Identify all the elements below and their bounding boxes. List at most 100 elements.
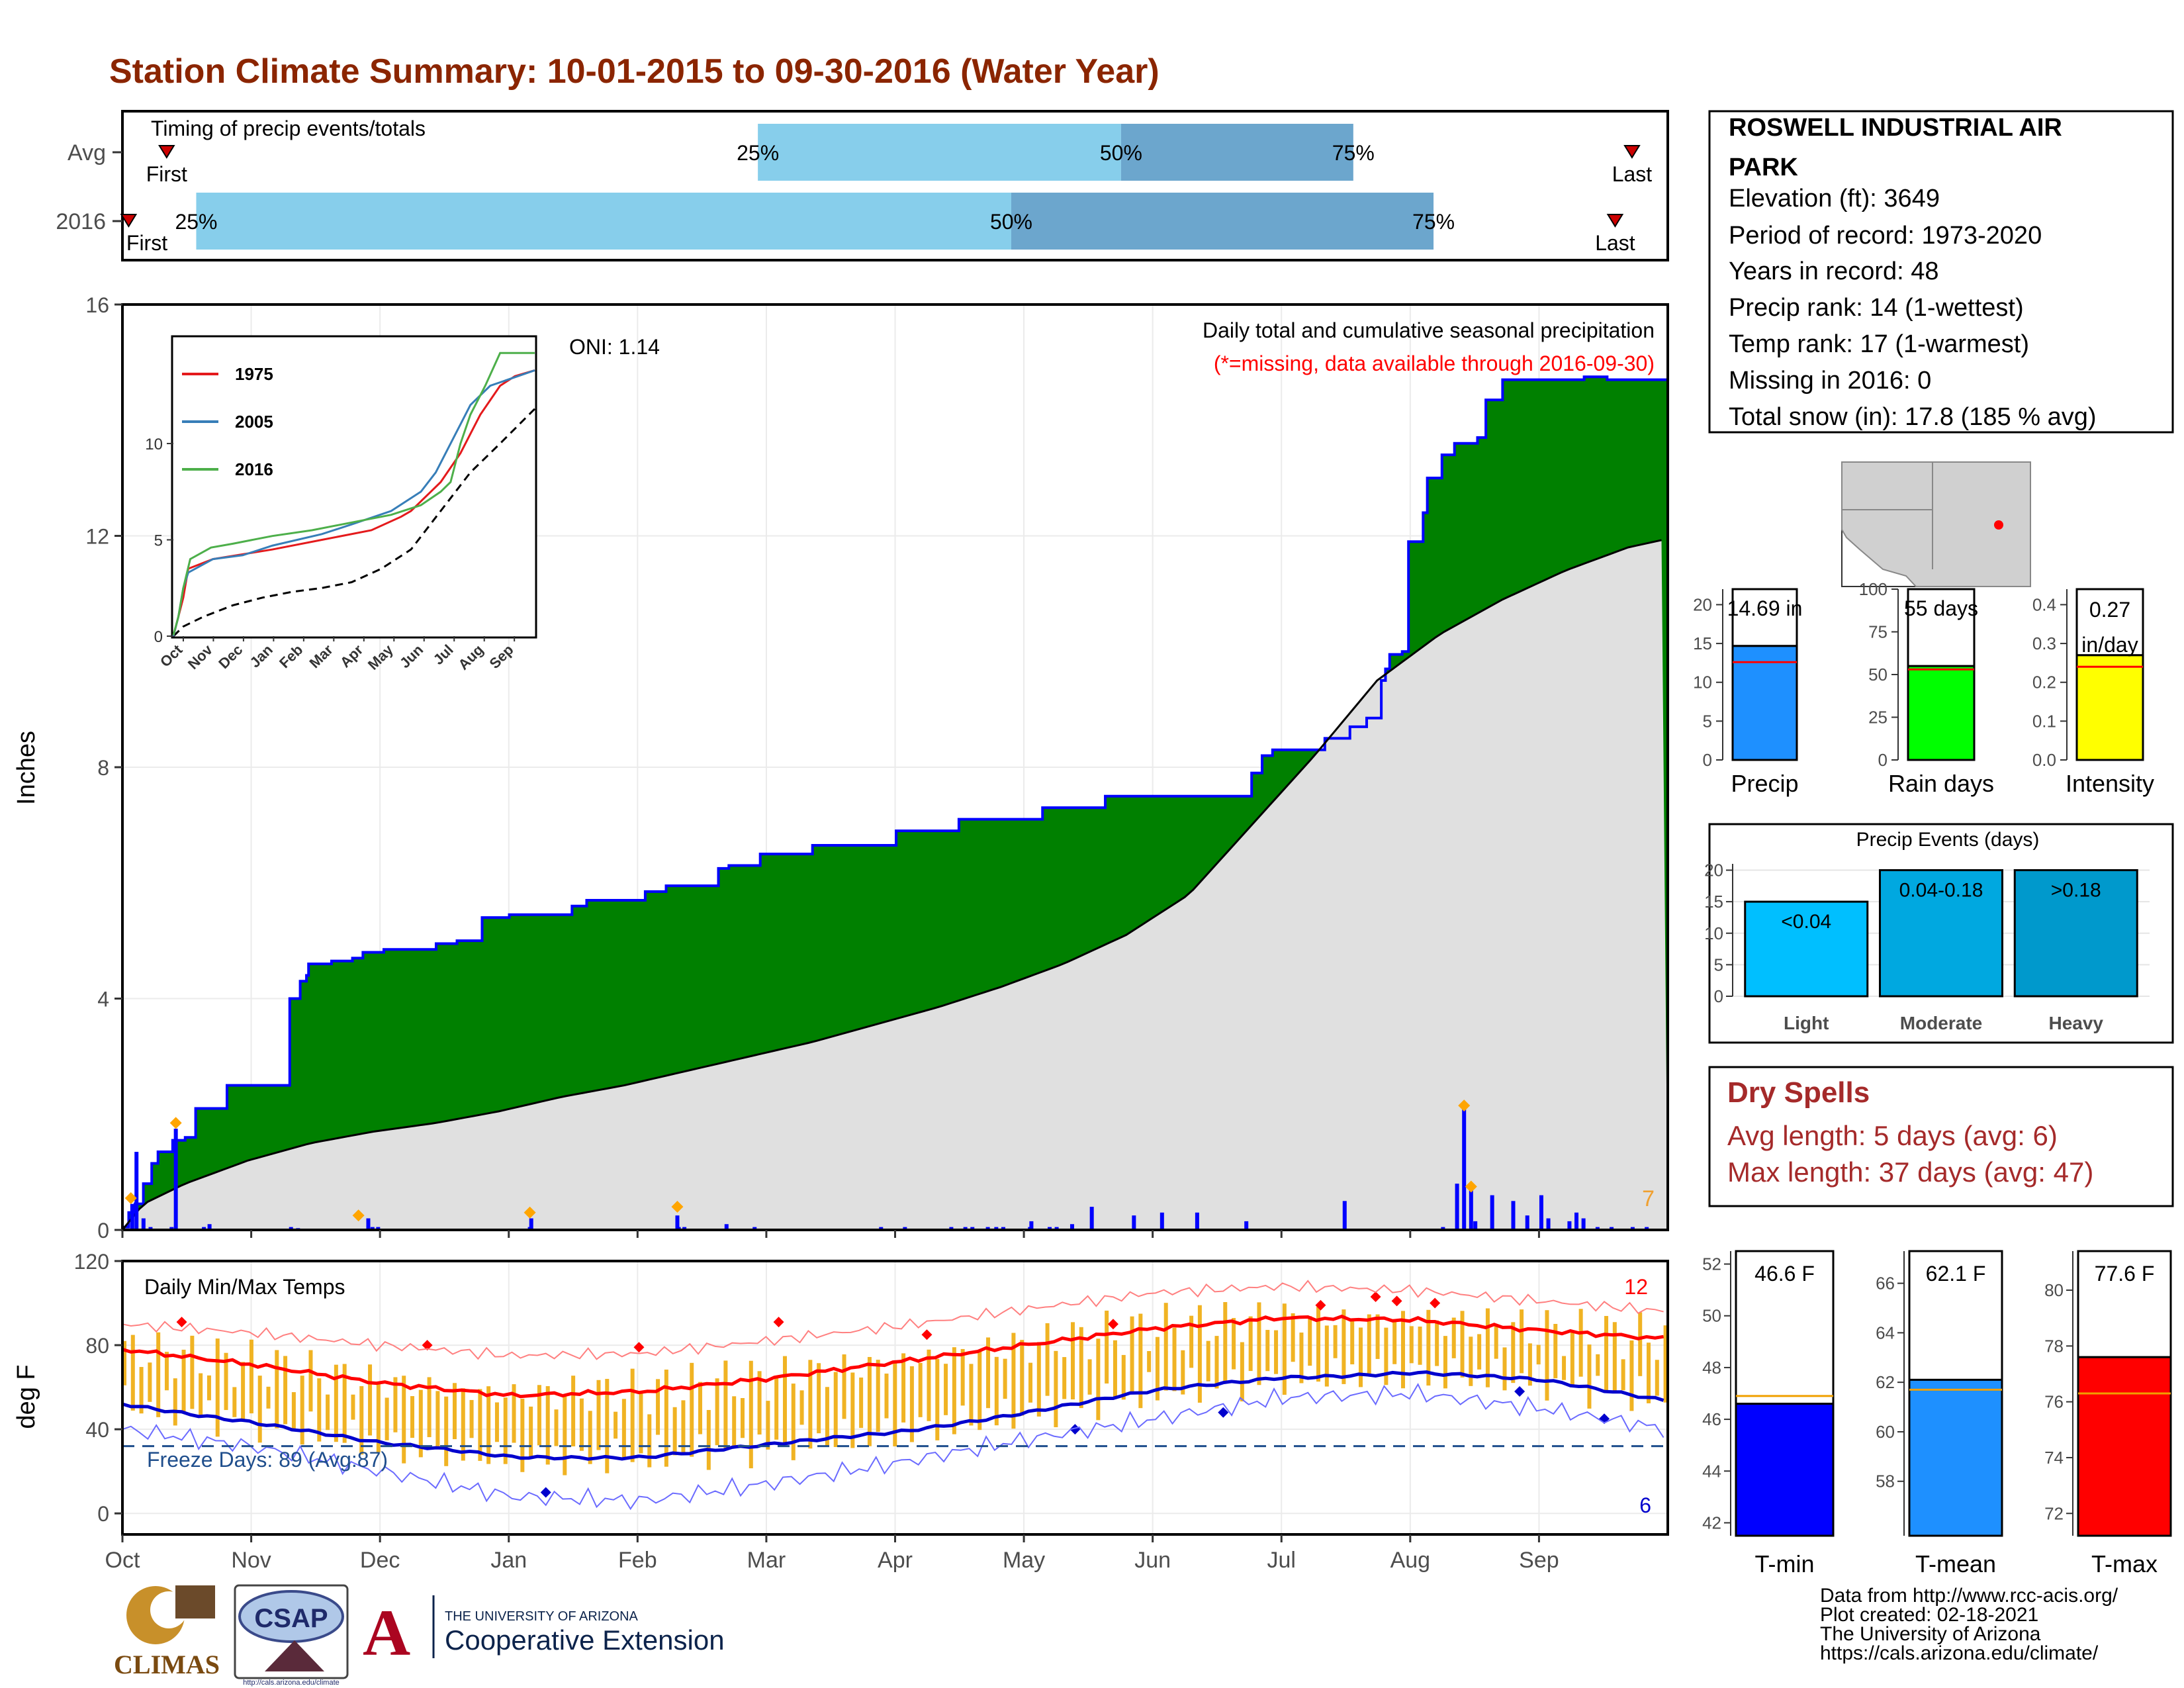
- daily-temp-bar: [317, 1378, 322, 1442]
- temp-small-bar-chart-0: 42 44 46 48 50 52 46.6 F T-min: [1702, 1250, 1835, 1577]
- daily-temp-bar: [621, 1399, 626, 1460]
- daily-temp-bar: [469, 1399, 474, 1438]
- temp-small-ytick-label: 52: [1702, 1254, 1721, 1274]
- daily-temp-bar: [1274, 1330, 1279, 1374]
- daily-precip-bar: [529, 1218, 533, 1230]
- timing-last-marker: [1623, 145, 1641, 159]
- daily-temp-bar: [867, 1356, 872, 1446]
- daily-temp-bar: [690, 1362, 694, 1457]
- record-min-count: 6: [1639, 1493, 1651, 1517]
- daily-temp-bar: [1003, 1358, 1007, 1399]
- daily-precip-bar: [963, 1227, 968, 1230]
- temp-ytick-label: 80: [85, 1334, 109, 1358]
- daily-temp-bar: [706, 1410, 711, 1470]
- events-ytick-label: 20: [1704, 861, 1723, 880]
- daily-temp-bar: [1130, 1316, 1134, 1393]
- daily-temp-bar: [385, 1397, 389, 1440]
- daily-precip-bar: [879, 1227, 884, 1230]
- temp-small-ytick-label: 60: [1876, 1422, 1895, 1442]
- daily-temp-bar: [1045, 1323, 1050, 1396]
- small-bar-ytick-label: 20: [1693, 594, 1712, 614]
- daily-temp-bar: [130, 1335, 135, 1411]
- daily-temp-bar: [122, 1340, 126, 1385]
- avg-max-line: [122, 1314, 1664, 1399]
- daily-temp-bar: [833, 1372, 838, 1447]
- daily-precip-bar: [1244, 1221, 1249, 1230]
- daily-temp-bar: [1155, 1336, 1160, 1401]
- daily-temp-bar: [1647, 1342, 1651, 1403]
- temp-small-ytick-label: 80: [2044, 1280, 2064, 1300]
- daily-temp-bar: [164, 1352, 169, 1391]
- timing-last-label: Last: [1612, 162, 1653, 186]
- daily-temp-bar: [1451, 1317, 1456, 1358]
- daily-precip-bar: [1581, 1218, 1586, 1230]
- events-category-label: Moderate: [1900, 1013, 1982, 1033]
- timing-last-marker: [1606, 214, 1624, 228]
- daily-temp-bar: [520, 1398, 525, 1472]
- timing-bar-25-50: [758, 124, 1121, 181]
- timing-p25-label: 25%: [175, 210, 217, 234]
- record-min-marker: [540, 1487, 551, 1498]
- daily-temp-bar: [825, 1387, 829, 1446]
- precip-event-marker: [523, 1206, 536, 1219]
- daily-temp-bar: [1214, 1336, 1219, 1389]
- daily-temp-bar: [529, 1406, 533, 1457]
- daily-precip-bar: [1574, 1212, 1579, 1230]
- footer-line2: Plot created: 02-18-2021: [1820, 1604, 2038, 1626]
- temp-small-bar-chart-2: 72 74 76 78 80 77.6 F T-max: [2044, 1250, 2172, 1577]
- daily-temp-bar: [1350, 1318, 1355, 1365]
- precip-ytick-label: 0: [97, 1219, 109, 1243]
- daily-temp-bar: [1392, 1319, 1397, 1364]
- daily-temp-bar: [969, 1364, 974, 1426]
- station-name-line2: PARK: [1729, 154, 1798, 181]
- station-years: Years in record: 48: [1729, 258, 1939, 285]
- temp-small-ytick-label: 58: [1876, 1472, 1895, 1491]
- temp-small-ytick-label: 42: [1702, 1513, 1721, 1532]
- daily-temp-bar: [257, 1376, 262, 1443]
- daily-temp-bar: [1189, 1315, 1194, 1368]
- record-max-line: [122, 1280, 1664, 1360]
- daily-precip-bar: [970, 1227, 975, 1230]
- daily-temp-bar: [148, 1362, 152, 1402]
- inset-legend-label: 2005: [235, 412, 273, 432]
- daily-precip-bar: [903, 1227, 907, 1230]
- daily-temp-bar: [1011, 1333, 1016, 1429]
- daily-temp-bar: [1511, 1322, 1516, 1383]
- daily-precip-bar: [1546, 1218, 1551, 1230]
- record-max-marker: [1315, 1299, 1326, 1311]
- daily-temp-bar: [698, 1382, 703, 1434]
- daily-temp-bar: [326, 1394, 330, 1430]
- footer-line4: https://cals.arizona.edu/climate/: [1820, 1642, 2099, 1664]
- daily-precip-bar: [1645, 1227, 1649, 1230]
- temp-small-ytick-label: 44: [1702, 1461, 1721, 1481]
- daily-temp-bar: [1020, 1340, 1024, 1416]
- daily-temp-bar: [1502, 1347, 1507, 1391]
- daily-temp-bar: [596, 1380, 601, 1450]
- daily-precip-bar: [1195, 1212, 1199, 1230]
- small-bar-ytick-label: 0: [1878, 750, 1888, 770]
- daily-temp-bar: [1036, 1342, 1041, 1417]
- temp-ytick-label: 0: [97, 1502, 109, 1526]
- daily-temp-bar: [1578, 1309, 1583, 1377]
- timing-first-label: First: [146, 162, 187, 186]
- daily-temp-bar: [1400, 1311, 1405, 1389]
- record-max-marker: [633, 1342, 645, 1353]
- temp-ytick-label: 40: [85, 1418, 109, 1442]
- daily-precip-bar: [724, 1224, 729, 1230]
- daily-temp-bar: [605, 1379, 610, 1474]
- daily-temp-bar: [232, 1387, 237, 1417]
- daily-temp-bar: [139, 1367, 144, 1414]
- daily-temp-bar: [749, 1360, 753, 1469]
- daily-temp-bar: [342, 1364, 347, 1443]
- precip-ytick-label: 16: [85, 293, 109, 317]
- daily-precip-bar: [370, 1227, 375, 1230]
- daily-temp-bar: [1426, 1309, 1431, 1386]
- daily-temp-bar: [215, 1338, 220, 1437]
- inset-ytick-label: 10: [145, 436, 163, 453]
- daily-temp-bar: [1587, 1344, 1592, 1409]
- daily-temp-bar: [952, 1347, 956, 1434]
- daily-temp-bar: [283, 1356, 288, 1425]
- daily-temp-bar: [1232, 1318, 1236, 1370]
- daily-temp-bar: [206, 1375, 211, 1401]
